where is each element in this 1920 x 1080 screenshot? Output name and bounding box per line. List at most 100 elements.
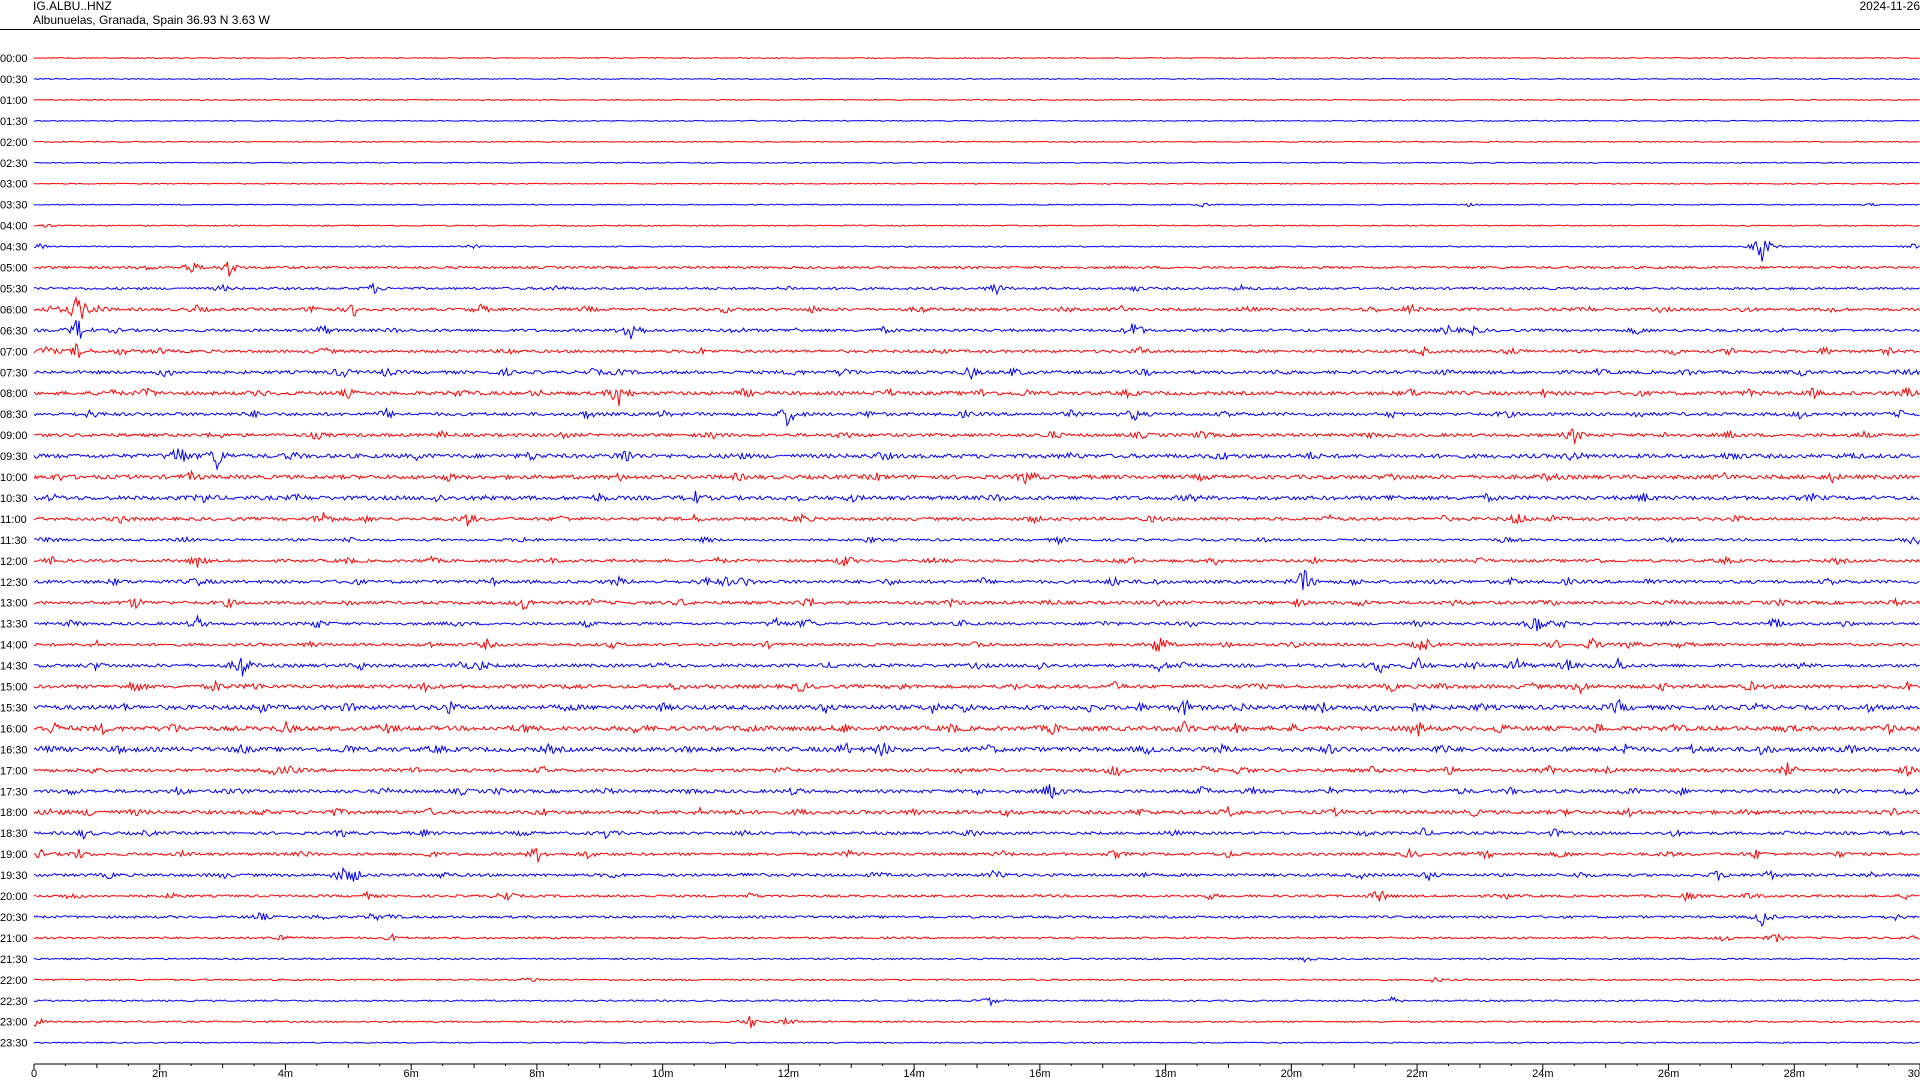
x-tick-label: 26m [1658, 1068, 1679, 1080]
row-label: 08:00 [0, 388, 28, 400]
trace-1000 [33, 469, 1920, 486]
x-tick-label: 30 [1908, 1068, 1920, 1080]
trace-0630 [33, 319, 1920, 340]
trace-0830 [33, 406, 1920, 428]
row-label: 01:00 [0, 95, 28, 107]
row-label: 17:30 [0, 786, 28, 798]
x-tick-label: 18m [1155, 1068, 1176, 1080]
trace-group [33, 56, 1920, 1044]
trace-0930 [33, 448, 1920, 470]
trace-1330 [33, 614, 1920, 632]
x-tick-label: 24m [1532, 1068, 1553, 1080]
trace-0230 [33, 161, 1920, 164]
header-divider [0, 29, 1920, 30]
trace-0000 [33, 56, 1920, 60]
row-label: 04:30 [0, 242, 28, 254]
row-label: 10:30 [0, 493, 28, 505]
row-label: 20:00 [0, 891, 28, 903]
row-label: 21:30 [0, 954, 28, 966]
trace-0200 [33, 140, 1920, 143]
trace-0500 [33, 261, 1920, 277]
trace-0700 [33, 342, 1920, 358]
row-label: 14:30 [0, 661, 28, 673]
x-tick-label: 6m [404, 1068, 419, 1080]
row-label: 14:00 [0, 640, 28, 652]
trace-0530 [33, 281, 1920, 296]
x-tick-label: 22m [1406, 1068, 1427, 1080]
row-label: 00:30 [0, 74, 28, 86]
row-label: 18:30 [0, 828, 28, 840]
trace-2230 [33, 995, 1920, 1008]
trace-1700 [33, 762, 1920, 777]
row-label: 11:30 [0, 535, 27, 547]
row-label: 15:30 [0, 702, 28, 714]
row-label: 09:30 [0, 451, 28, 463]
x-tick-label: 2m [152, 1068, 167, 1080]
row-label: 22:30 [0, 996, 28, 1008]
row-label: 10:00 [0, 472, 28, 484]
row-label: 11:00 [0, 514, 27, 526]
row-label: 04:00 [0, 221, 28, 233]
row-label: 08:30 [0, 409, 28, 421]
trace-1930 [34, 866, 1920, 882]
trace-2200 [33, 976, 1920, 983]
trace-2130 [33, 956, 1920, 963]
row-label: 18:00 [0, 807, 28, 819]
row-label: 07:30 [0, 367, 28, 379]
trace-1130 [34, 535, 1920, 546]
row-label: 01:30 [0, 116, 28, 128]
trace-0900 [33, 428, 1920, 444]
x-axis: 0 2m 4m 6m 8m 10m 12m 14m 16m 18m 20m 22m 24m 26m 28m 3… [31, 1063, 1920, 1080]
row-label: 03:30 [0, 200, 28, 212]
x-tick-label: 14m [903, 1068, 924, 1080]
trace-0800 [33, 386, 1920, 407]
row-label: 19:30 [0, 870, 28, 882]
trace-0300 [33, 182, 1920, 185]
trace-2300 [33, 1015, 1920, 1029]
row-label: 17:00 [0, 765, 28, 777]
x-tick-label: 28m [1784, 1068, 1805, 1080]
row-label-group: 00:00 00:30 01:00 01:30 02:00 02:30 03:00 03:30… [0, 53, 28, 1050]
trace-0730 [33, 366, 1920, 381]
trace-1730 [33, 784, 1920, 800]
trace-2330 [33, 1041, 1920, 1044]
row-label: 00:00 [0, 53, 28, 65]
trace-1100 [33, 512, 1920, 527]
trace-1230 [33, 569, 1920, 590]
trace-1800 [33, 806, 1920, 818]
trace-1200 [33, 555, 1920, 568]
row-label: 19:00 [0, 849, 28, 861]
row-label: 07:00 [0, 346, 28, 358]
trace-2030 [33, 911, 1920, 928]
row-label: 13:30 [0, 619, 28, 631]
row-label: 23:30 [0, 1038, 28, 1050]
x-tick-label: 20m [1281, 1068, 1302, 1080]
trace-1500 [33, 679, 1920, 695]
trace-0400 [33, 223, 1920, 228]
trace-1830 [33, 827, 1920, 840]
trace-0130 [33, 119, 1920, 122]
row-label: 21:00 [0, 933, 28, 945]
row-label: 05:00 [0, 263, 28, 275]
x-tick-label: 0 [31, 1068, 37, 1080]
row-label: 12:30 [0, 577, 28, 589]
station-code: IG.ALBU..HNZ [33, 0, 112, 13]
trace-0330 [33, 202, 1920, 208]
row-label: 20:30 [0, 912, 28, 924]
x-tick-label: 16m [1029, 1068, 1050, 1080]
row-label: 06:00 [0, 304, 28, 316]
trace-0430 [33, 240, 1920, 262]
row-label: 22:00 [0, 975, 28, 987]
row-label: 03:00 [0, 179, 28, 191]
x-tick-label: 8m [529, 1068, 544, 1080]
row-label: 05:30 [0, 283, 28, 295]
trace-1530 [33, 698, 1920, 715]
trace-0030 [33, 77, 1920, 80]
row-label: 16:00 [0, 723, 28, 735]
row-label: 15:00 [0, 682, 28, 694]
x-tick-label: 10m [652, 1068, 673, 1080]
trace-1900 [33, 847, 1920, 863]
trace-0100 [33, 98, 1920, 101]
row-label: 16:30 [0, 744, 28, 756]
